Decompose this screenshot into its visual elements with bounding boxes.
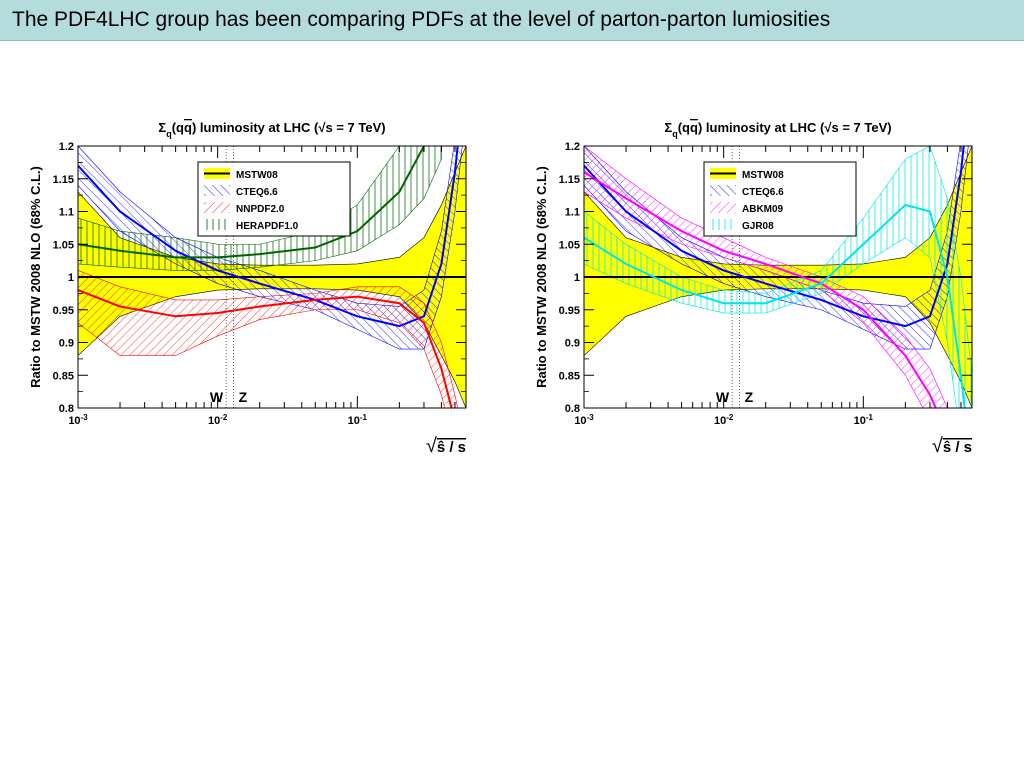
line-cteq6-6 — [78, 146, 459, 328]
y-tick-label: 1.15 — [559, 174, 580, 186]
legend-swatch-cteq6-6 — [204, 185, 230, 196]
legend-swatch-nnpdf2-0 — [204, 202, 230, 213]
y-tick-label: 0.95 — [53, 305, 74, 317]
legend-swatch-abkm09 — [710, 202, 736, 213]
plot-area — [78, 146, 466, 408]
y-tick-label: 1.15 — [53, 174, 74, 186]
legend: MSTW08 CTEQ6.6 NNPDF2.0 HERAPDF1.0 — [197, 161, 351, 237]
x-tick-label: 10-3 — [574, 413, 594, 428]
legend-label-nnpdf2-0: NNPDF2.0 — [236, 204, 285, 215]
x-tick-label: 10-2 — [208, 413, 228, 428]
y-tick-label: 1.2 — [565, 141, 580, 153]
y-axis-label: Ratio to MSTW 2008 NLO (68% C.L.) — [534, 166, 549, 388]
plot-area — [584, 146, 972, 408]
band-herapdf1-0 — [78, 146, 442, 271]
x-tick-label: 10-2 — [714, 413, 734, 428]
x-axis-label: √ŝ / s — [426, 435, 466, 457]
x-tick-label: 10-3 — [68, 413, 88, 428]
y-tick-label: 1.1 — [565, 207, 580, 219]
legend-label-mstw08: MSTW08 — [236, 170, 278, 181]
y-tick-label: 0.9 — [59, 338, 74, 350]
chart-left: Σq(qq) luminosity at LHC (√s = 7 TeV) Rat… — [28, 120, 467, 457]
line-nnpdf2-0 — [78, 289, 453, 408]
y-tick-label: 0.8 — [59, 403, 74, 415]
y-tick-label: 0.9 — [565, 338, 580, 350]
slide-title: The PDF4LHC group has been comparing PDF… — [12, 8, 831, 31]
y-tick-label: 1.05 — [559, 239, 580, 251]
line-cteq6-6 — [584, 146, 965, 328]
line-gjr08 — [584, 203, 966, 408]
legend-label-abkm09: ABKM09 — [742, 204, 784, 215]
y-tick-label: 1 — [574, 272, 580, 284]
legend-swatch-herapdf1-0 — [204, 219, 230, 230]
y-tick-label: 1.1 — [59, 207, 74, 219]
chart-right: Σq(qq) luminosity at LHC (√s = 7 TeV) Rat… — [534, 120, 973, 457]
legend-label-cteq6-6: CTEQ6.6 — [742, 187, 784, 198]
x-axis-label: √ŝ / s — [932, 435, 972, 457]
line-herapdf1-0 — [78, 146, 425, 259]
marker-label-w: W — [716, 389, 730, 405]
y-tick-label: 0.85 — [53, 370, 74, 382]
chart-title: Σq(qq) luminosity at LHC (√s = 7 TeV) — [158, 120, 385, 139]
y-tick-label: 1.2 — [59, 141, 74, 153]
marker-label-w: W — [210, 389, 224, 405]
y-tick-label: 1.05 — [53, 239, 74, 251]
band-gjr08 — [584, 146, 972, 408]
chart-title: Σq(qq) luminosity at LHC (√s = 7 TeV) — [664, 120, 891, 139]
legend-swatch-cteq6-6 — [710, 185, 736, 196]
legend-label-mstw08: MSTW08 — [742, 170, 784, 181]
legend: MSTW08 CTEQ6.6 ABKM09 GJR08 — [703, 161, 857, 237]
marker-label-z: Z — [239, 389, 248, 405]
slide-title-banner: The PDF4LHC group has been comparing PDF… — [0, 0, 1024, 41]
x-tick-label: 10-1 — [854, 413, 874, 428]
band-nnpdf2-0 — [78, 270, 459, 408]
band-abkm09 — [584, 146, 948, 408]
y-axis-label: Ratio to MSTW 2008 NLO (68% C.L.) — [28, 166, 43, 388]
legend-swatch-gjr08 — [710, 219, 736, 230]
legend-label-cteq6-6: CTEQ6.6 — [236, 187, 278, 198]
legend-label-herapdf1-0: HERAPDF1.0 — [236, 221, 299, 232]
marker-label-z: Z — [745, 389, 754, 405]
y-tick-label: 1 — [68, 272, 74, 284]
y-tick-label: 0.85 — [559, 370, 580, 382]
x-tick-label: 10-1 — [348, 413, 368, 428]
y-tick-label: 0.95 — [559, 305, 580, 317]
legend-label-gjr08: GJR08 — [742, 221, 774, 232]
y-tick-label: 0.8 — [565, 403, 580, 415]
